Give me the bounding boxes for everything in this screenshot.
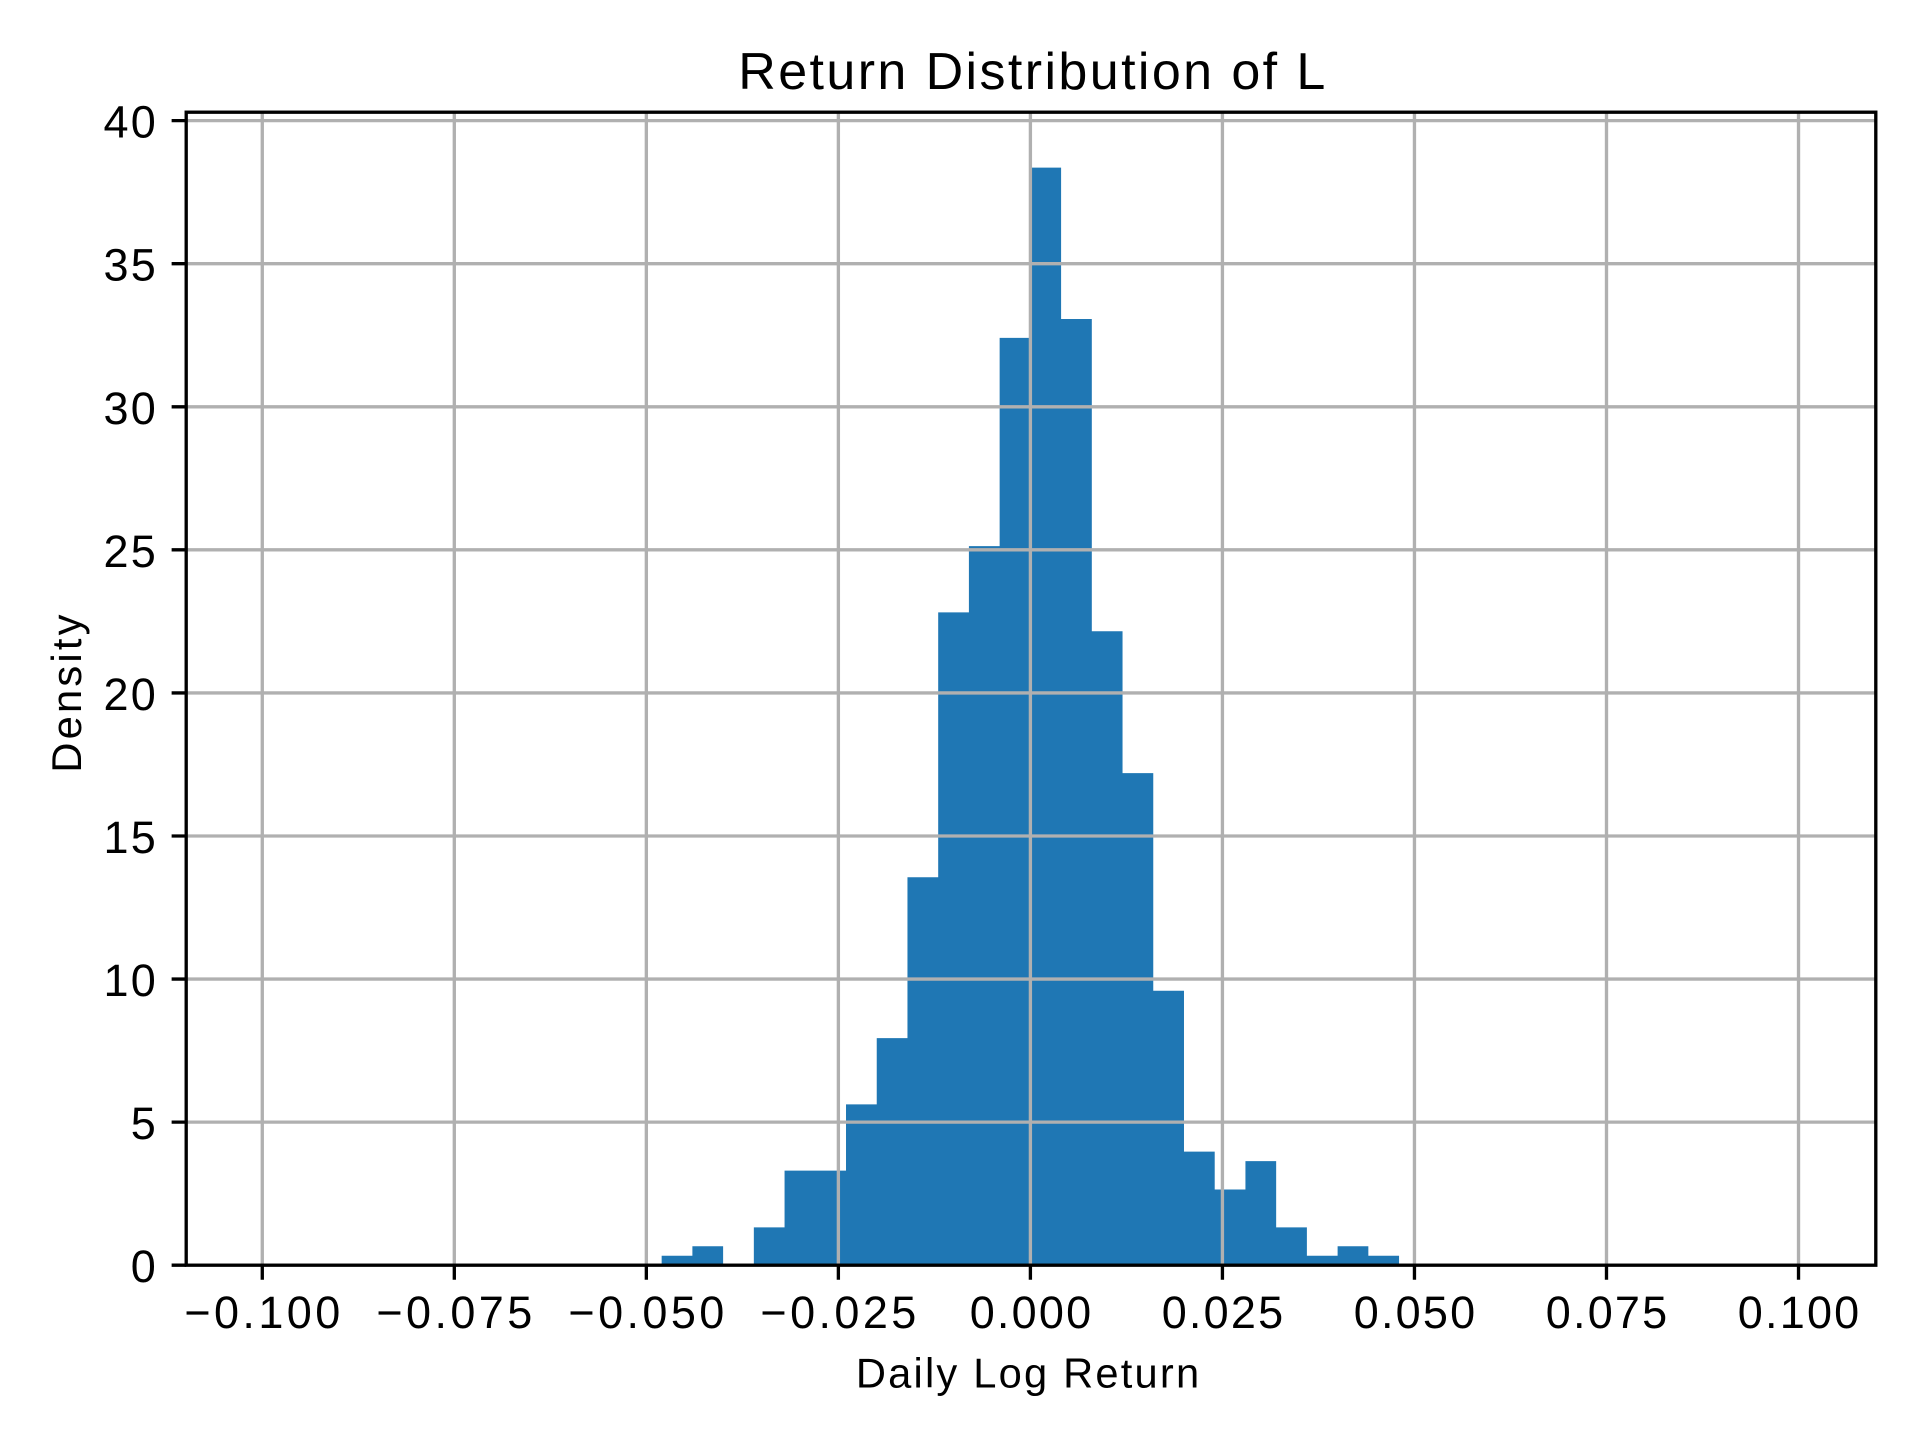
svg-text:25: 25 bbox=[104, 526, 158, 577]
svg-text:−0.100: −0.100 bbox=[184, 1287, 343, 1338]
svg-text:20: 20 bbox=[104, 669, 158, 720]
svg-text:−0.075: −0.075 bbox=[376, 1287, 535, 1338]
svg-text:−0.025: −0.025 bbox=[760, 1287, 919, 1338]
svg-text:0.100: 0.100 bbox=[1738, 1287, 1862, 1338]
svg-text:35: 35 bbox=[104, 240, 158, 291]
svg-text:0.050: 0.050 bbox=[1354, 1287, 1478, 1338]
svg-text:15: 15 bbox=[104, 812, 158, 863]
svg-text:0.000: 0.000 bbox=[970, 1287, 1094, 1338]
svg-text:30: 30 bbox=[104, 383, 158, 434]
svg-text:0.075: 0.075 bbox=[1546, 1287, 1670, 1338]
svg-text:40: 40 bbox=[104, 97, 158, 148]
svg-text:−0.050: −0.050 bbox=[568, 1287, 727, 1338]
svg-text:Return Distribution of L: Return Distribution of L bbox=[738, 43, 1327, 101]
svg-text:10: 10 bbox=[104, 955, 158, 1006]
svg-text:0: 0 bbox=[131, 1241, 158, 1292]
svg-text:0.025: 0.025 bbox=[1162, 1287, 1286, 1338]
svg-text:5: 5 bbox=[131, 1098, 158, 1149]
svg-text:Daily Log Return: Daily Log Return bbox=[856, 1349, 1201, 1396]
svg-text:Density: Density bbox=[43, 611, 90, 772]
